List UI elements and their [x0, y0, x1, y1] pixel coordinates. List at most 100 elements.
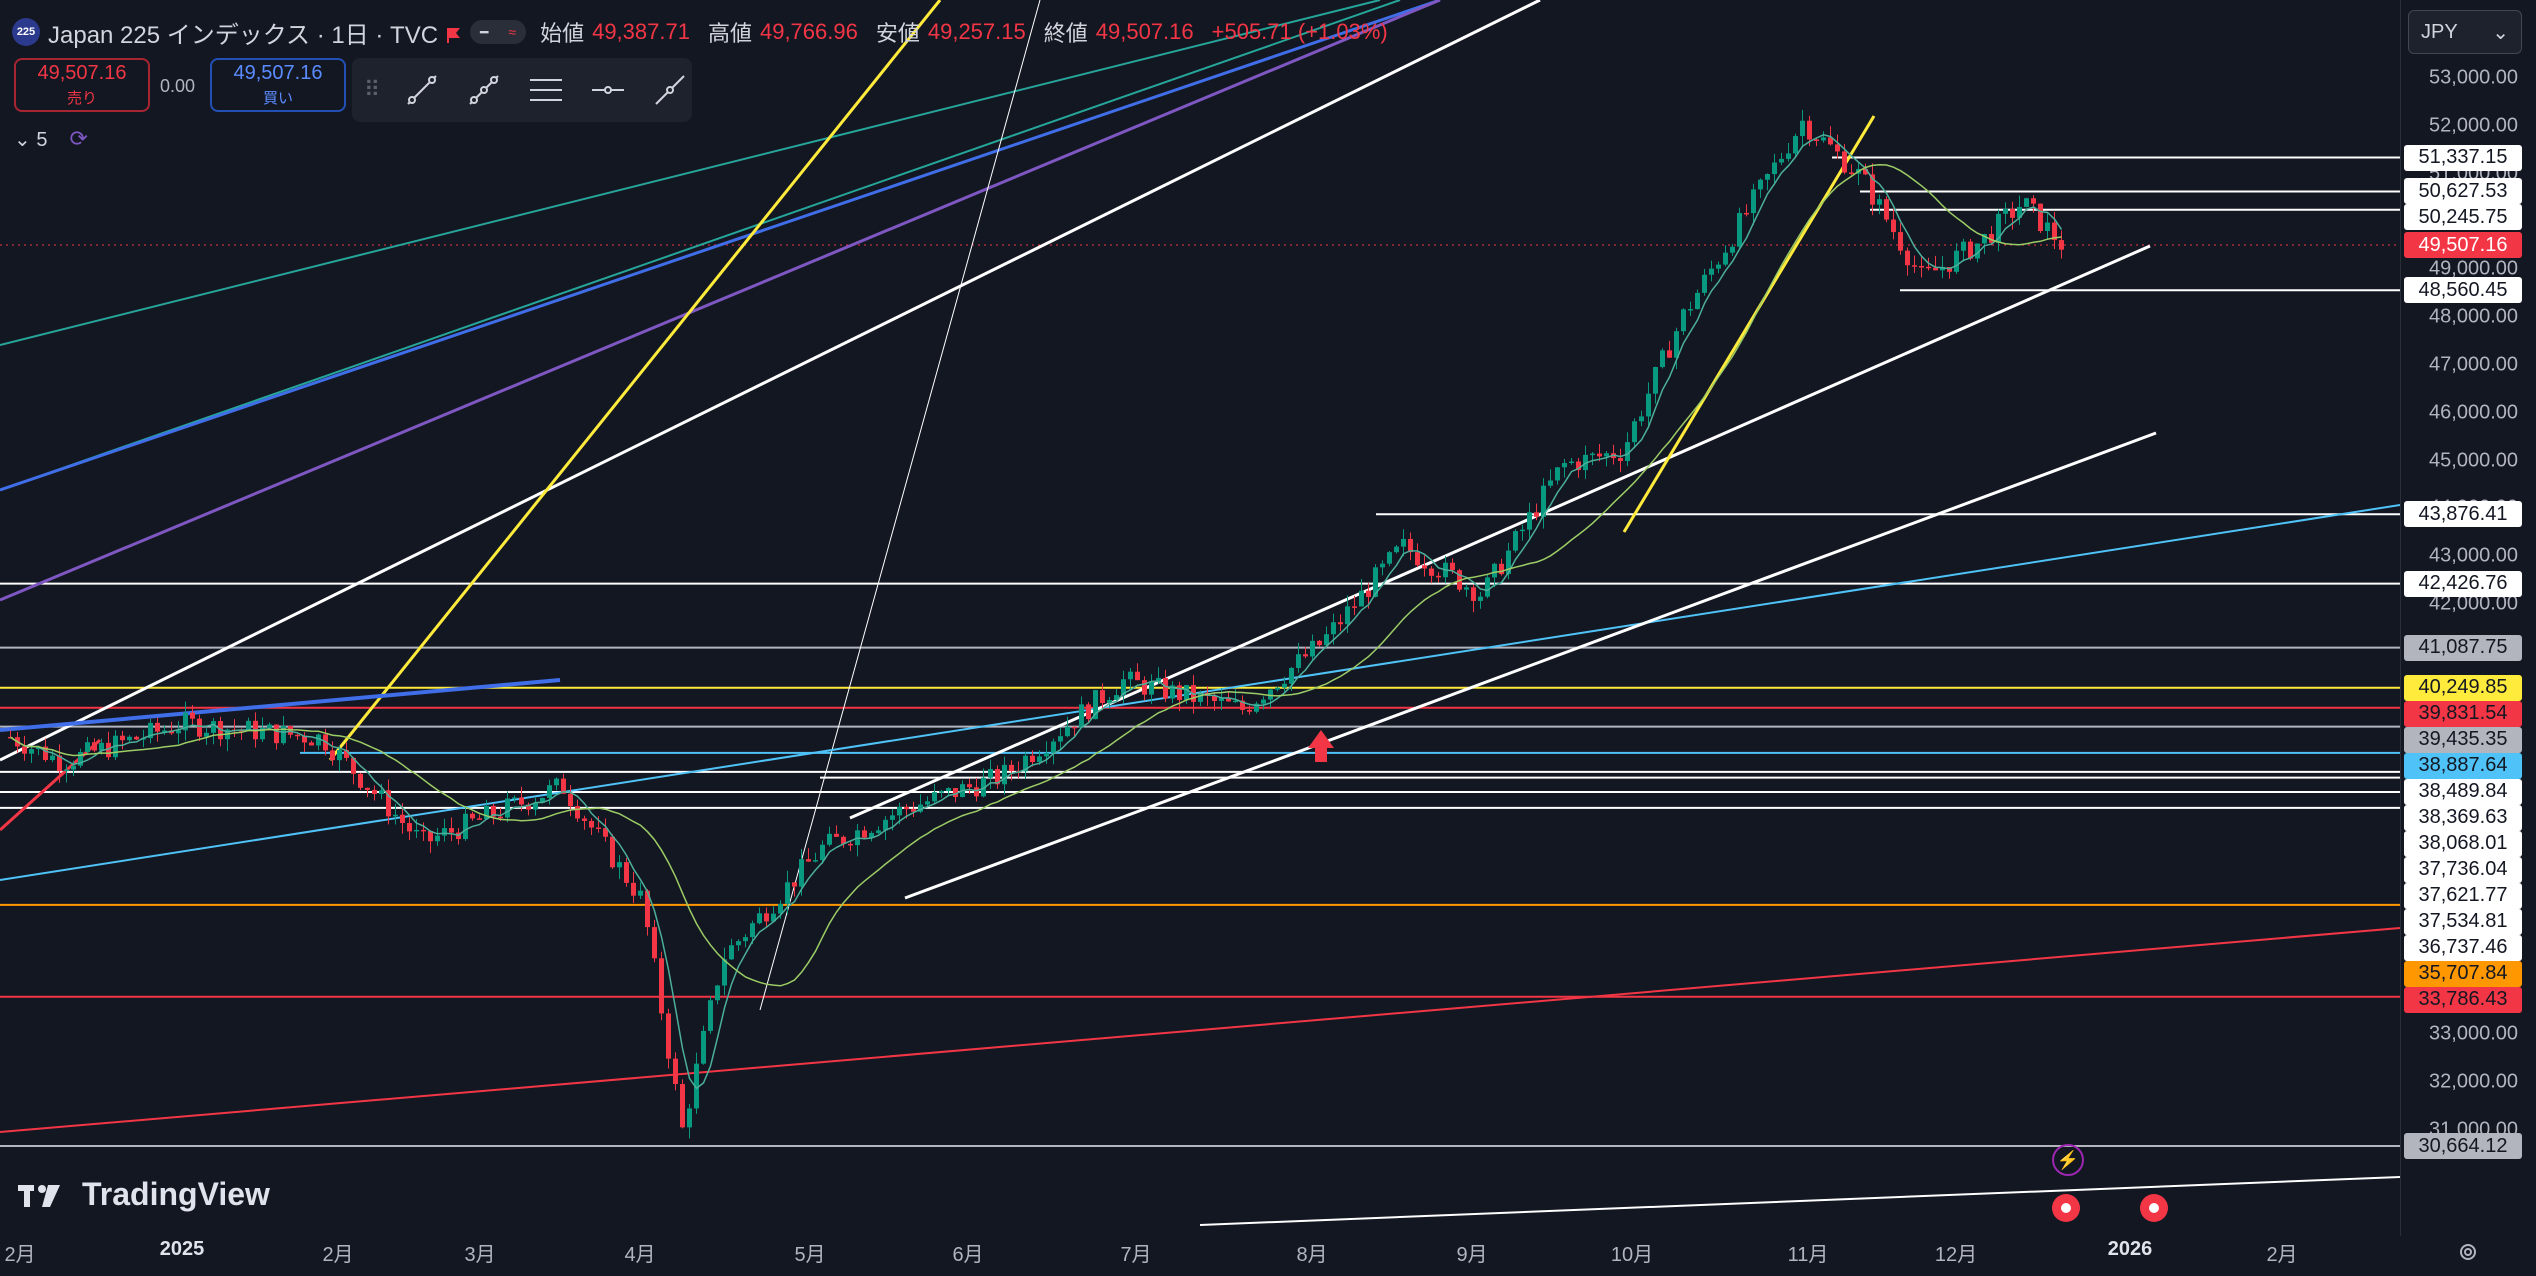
indicators-toggle[interactable]: ⌄ 5: [14, 128, 48, 151]
candle-body: [204, 732, 209, 737]
candle-body: [568, 793, 573, 807]
candle-body: [1464, 587, 1469, 590]
candle-body: [449, 828, 454, 833]
x-tick-label: 2月: [322, 1244, 354, 1266]
candle-body: [22, 746, 27, 754]
candle-body: [512, 797, 517, 799]
x-tick-label: 9月: [1456, 1244, 1488, 1266]
wave-icon: ≈: [508, 24, 517, 40]
candle-body: [610, 836, 615, 868]
candle-body: [36, 746, 41, 750]
visibility-toggle[interactable]: ━ ≈: [470, 20, 527, 44]
drag-handle-icon[interactable]: ⠿: [364, 77, 381, 102]
candle-body: [1989, 233, 1994, 243]
candle-body: [1534, 512, 1539, 517]
trend-line-drawing: [0, 0, 1401, 491]
candle-body: [1898, 232, 1903, 251]
candle-body: [1009, 764, 1014, 772]
candle-body: [1471, 587, 1476, 601]
candle-body: [309, 742, 314, 746]
price-tag: 38,369.63: [2404, 804, 2522, 831]
candle-body: [1604, 453, 1609, 457]
sync-icon[interactable]: ⟳: [69, 126, 88, 151]
price-tag: 51,337.15: [2404, 144, 2522, 171]
currency-selector[interactable]: JPY ⌄: [2408, 10, 2522, 54]
price-tag: 48,560.45: [2404, 277, 2522, 304]
candle-body: [1821, 137, 1826, 141]
candle-body: [540, 797, 545, 803]
x-tick-label: 2月: [2266, 1244, 2298, 1266]
lightning-event-icon[interactable]: ⚡: [2052, 1144, 2084, 1176]
candle-body: [1226, 698, 1231, 702]
price-tag: 38,489.84: [2404, 778, 2522, 805]
y-tick-label: 32,000.00: [2429, 1070, 2518, 1093]
candle-body: [1184, 685, 1189, 701]
candle-body: [1261, 699, 1266, 704]
candle-body: [659, 958, 664, 1014]
event-marker-icon[interactable]: [2052, 1194, 2080, 1222]
price-tag: 41,087.75: [2404, 634, 2522, 661]
trend-line-drawing: [0, 0, 1441, 602]
event-marker-icon[interactable]: [2140, 1194, 2168, 1222]
candle-body: [295, 734, 300, 737]
candle-body: [1065, 726, 1070, 737]
candle-body: [890, 815, 895, 820]
candle-body: [386, 790, 391, 817]
price-axis-divider: [2400, 0, 2401, 1236]
candle-body: [1212, 695, 1217, 702]
candle-body: [1996, 213, 2001, 243]
candle-body: [155, 722, 160, 732]
candle-body: [106, 742, 111, 758]
candle-body: [491, 805, 496, 817]
ray-tool-icon[interactable]: [464, 70, 504, 110]
symbol-title[interactable]: Japan 225 インデックス · 1日 · TVC: [48, 21, 439, 49]
candle-body: [281, 725, 286, 744]
candle-body: [407, 823, 412, 832]
horizontal-line-tool-icon[interactable]: [588, 70, 628, 110]
candle-body: [834, 833, 839, 837]
info-line-tool-icon[interactable]: [650, 70, 690, 110]
candle-body: [176, 730, 181, 734]
buy-button[interactable]: 49,507.16 買い: [210, 58, 346, 112]
candle-body: [1450, 562, 1455, 571]
candle-body: [1002, 764, 1007, 785]
candle-body: [337, 750, 342, 761]
candle-body: [120, 735, 125, 741]
candle-body: [148, 722, 153, 739]
candle-body: [470, 813, 475, 819]
candle-body: [1345, 606, 1350, 625]
candle-body: [1177, 685, 1182, 701]
sell-price: 49,507.16: [37, 62, 127, 84]
low-label: 安値: [875, 21, 920, 46]
parallel-channel-tool-icon[interactable]: [526, 70, 566, 110]
open-value: 49,387.71: [592, 19, 690, 44]
candle-body: [57, 755, 62, 772]
candle-body: [64, 769, 69, 772]
candle-body: [1023, 755, 1028, 772]
candle-body: [379, 790, 384, 795]
candle-body: [1744, 212, 1749, 215]
y-tick-label: 47,000.00: [2429, 353, 2518, 376]
trend-line-drawing: [0, 0, 1441, 492]
candle-body: [400, 814, 405, 824]
price-tag: 37,534.81: [2404, 908, 2522, 935]
x-tick-label: 5月: [794, 1244, 826, 1266]
candle-body: [2017, 206, 2022, 218]
candle-body: [78, 751, 83, 766]
trend-line-tool-icon[interactable]: [402, 70, 442, 110]
x-tick-label: 2025: [159, 1238, 205, 1260]
candle-body: [1814, 139, 1819, 141]
sell-label: 売り: [66, 90, 97, 107]
candle-body: [1324, 634, 1329, 646]
y-tick-label: 49,000.00: [2429, 257, 2518, 280]
flag-icon[interactable]: [446, 23, 462, 43]
candle-body: [1373, 567, 1378, 597]
candle-body: [1170, 685, 1175, 699]
sell-button[interactable]: 49,507.16 売り: [14, 58, 150, 112]
candle-body: [2024, 198, 2029, 207]
high-value: 49,766.96: [759, 19, 858, 44]
candle-body: [785, 882, 790, 904]
candle-body: [2038, 203, 2043, 231]
settings-gear-icon[interactable]: [2452, 1236, 2484, 1268]
